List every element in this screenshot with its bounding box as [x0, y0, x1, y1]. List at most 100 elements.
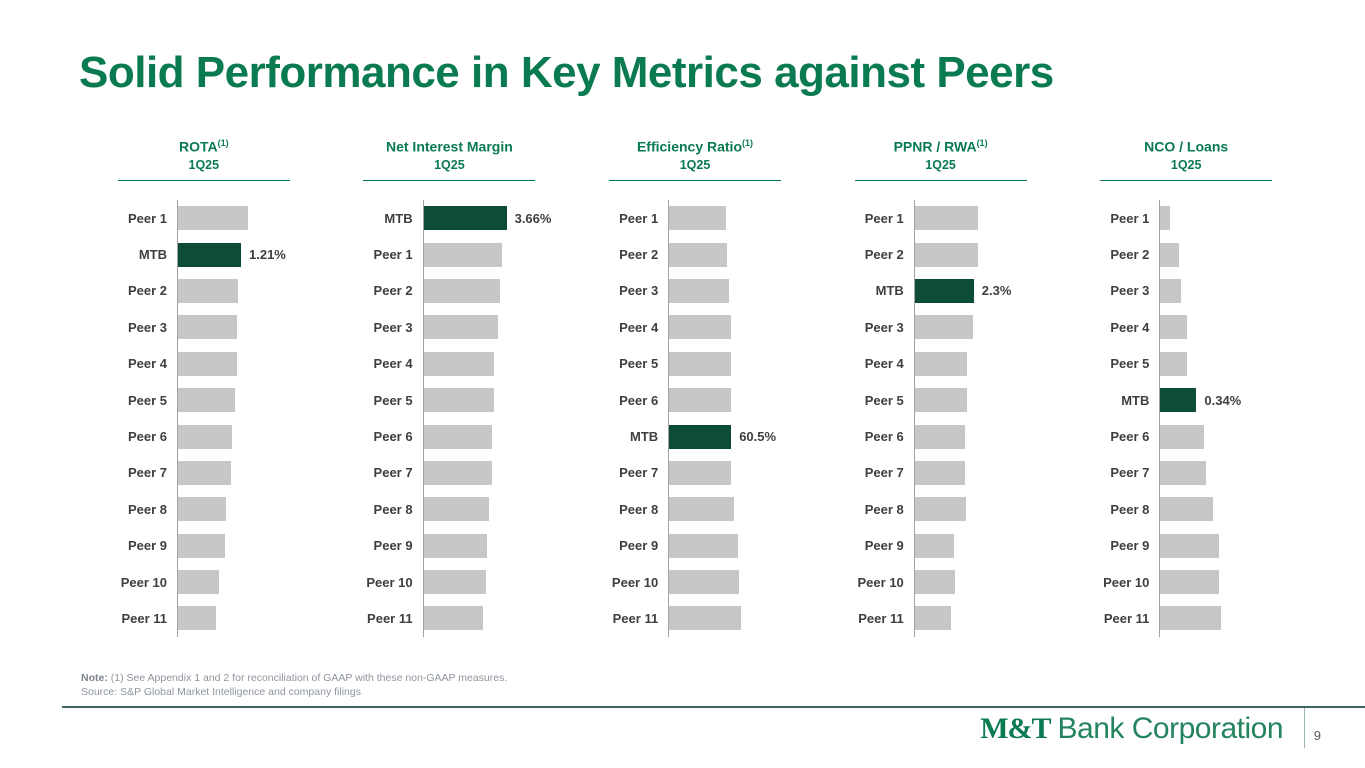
mtb-bar [423, 206, 507, 231]
bar-label: Peer 7 [373, 465, 413, 481]
chart-row-peer: Peer 9 [81, 527, 327, 564]
logo-bank-corporation-text: Bank Corporation [1057, 712, 1284, 745]
peer-bar [1160, 278, 1182, 303]
peer-bar [423, 497, 489, 522]
chart-row-peer: Peer 3 [818, 309, 1064, 346]
bar-zone [422, 272, 573, 310]
bar-zone [1159, 527, 1309, 564]
chart-row-peer: Peer 7 [81, 454, 327, 492]
bar-label: Peer 5 [373, 392, 413, 408]
bar-zone [1159, 491, 1309, 528]
chart-row-peer: Peer 2 [327, 272, 573, 310]
mtb-bar [669, 424, 732, 449]
bar-zone [1159, 200, 1309, 237]
bar-label: Peer 6 [127, 429, 167, 445]
chart-row-peer: Peer 5 [81, 381, 327, 419]
chart-row-peer: Peer 3 [1063, 272, 1309, 310]
chart-title: ROTA(1) [178, 138, 229, 155]
bar-zone [422, 563, 573, 601]
peer-bar [1160, 315, 1188, 340]
chart-row-peer: Peer 6 [1063, 418, 1309, 455]
chart-header-underline [1100, 179, 1273, 181]
bar-zone [668, 527, 818, 564]
peer-bar [914, 315, 973, 340]
bar-label: Peer 11 [121, 610, 167, 626]
bar-label: Peer 9 [1110, 538, 1150, 554]
mtb-bar [914, 278, 974, 303]
bar-label: Peer 8 [127, 501, 167, 517]
chart-title: PPNR / RWA(1) [893, 138, 988, 155]
bar-label: Peer 3 [619, 283, 659, 299]
bar-zone [668, 272, 818, 310]
footnote-line-1: Note: (1) See Appendix 1 and 2 for recon… [81, 671, 507, 685]
bar-value-label: 1.21% [249, 247, 286, 263]
peer-bar [914, 497, 966, 522]
chart-row-peer: Peer 4 [81, 345, 327, 382]
bar-zone: 0.34% [1159, 381, 1309, 419]
chart-row-peer: Peer 10 [572, 563, 818, 601]
peer-bar [178, 206, 248, 231]
peer-bar [914, 388, 967, 413]
footnote-source: Source: S&P Global Market Intelligence a… [81, 686, 361, 698]
chart-row-peer: Peer 1 [572, 200, 818, 237]
peer-bar [178, 606, 216, 631]
chart-row-peer: Peer 10 [81, 563, 327, 601]
chart-row-peer: Peer 2 [1063, 236, 1309, 273]
chart-header-underline [363, 179, 536, 181]
mt-bank-logo: M&T Bank Corporation [980, 712, 1283, 746]
chart-row-peer: Peer 3 [81, 309, 327, 346]
bar-label: Peer 10 [857, 574, 904, 590]
footnote-note-text: (1) See Appendix 1 and 2 for reconciliat… [107, 672, 508, 684]
footer-divider-line [62, 706, 1365, 708]
bar-zone [177, 418, 327, 455]
chart-rows: Peer 1 Peer 2 Peer 3 Peer 4 Peer 5 Peer 6 MTB 6… [572, 200, 818, 637]
bar-label: Peer 3 [373, 319, 413, 335]
chart-header-underline [117, 179, 290, 181]
bar-zone [913, 527, 1064, 564]
peer-bar [669, 570, 740, 595]
bar-label: Peer 7 [127, 465, 167, 481]
chart-row-peer: Peer 6 [818, 418, 1064, 455]
bar-label: Peer 8 [1110, 501, 1150, 517]
bar-label: Peer 4 [373, 356, 413, 372]
chart-row-peer: Peer 6 [81, 418, 327, 455]
bar-zone [913, 563, 1064, 601]
chart-row-peer: Peer 5 [327, 381, 573, 419]
bar-value-label: 60.5% [739, 429, 777, 445]
bar-label: Peer 10 [120, 574, 167, 590]
bar-zone [1159, 236, 1309, 273]
chart-header: NCO / Loans 1Q25 [1063, 134, 1309, 198]
bar-label: Peer 2 [619, 247, 659, 263]
bar-zone [422, 381, 573, 419]
chart-row-peer: Peer 11 [818, 600, 1064, 637]
chart-title: Efficiency Ratio(1) [636, 138, 753, 155]
peer-bar [669, 206, 727, 231]
bar-zone [668, 309, 818, 346]
peer-bar [178, 315, 237, 340]
chart-header-underline [854, 179, 1027, 181]
chart-row-peer: Peer 8 [81, 491, 327, 528]
chart-rows: MTB 3.66% Peer 1 Peer 2 Peer 3 Peer 4 Peer 5 Pe… [327, 200, 573, 637]
chart-row-peer: Peer 4 [327, 345, 573, 382]
peer-bar [914, 533, 954, 558]
peer-bar [178, 497, 226, 522]
peer-bar [423, 388, 494, 413]
bar-label: Peer 1 [373, 247, 413, 263]
bar-label: MTB [138, 247, 167, 263]
chart-header: Net Interest Margin 1Q25 [327, 134, 573, 198]
chart-header: ROTA(1) 1Q25 [81, 134, 327, 198]
chart-row-peer: Peer 1 [1063, 200, 1309, 237]
peer-bar [914, 242, 978, 267]
bar-zone [913, 600, 1064, 637]
page-number-divider [1304, 708, 1305, 748]
bar-label: Peer 6 [619, 392, 659, 408]
peer-bar [178, 278, 238, 303]
chart-row-peer: Peer 2 [818, 236, 1064, 273]
chart-row-peer: Peer 11 [1063, 600, 1309, 637]
metric-chart-4: PPNR / RWA(1) 1Q25 Peer 1 Peer 2 MTB 2.3% Pe… [818, 134, 1064, 637]
chart-subtitle: 1Q25 [679, 157, 711, 172]
bar-label: Peer 9 [127, 538, 167, 554]
bar-label: MTB [875, 283, 904, 299]
bar-zone [913, 491, 1064, 528]
